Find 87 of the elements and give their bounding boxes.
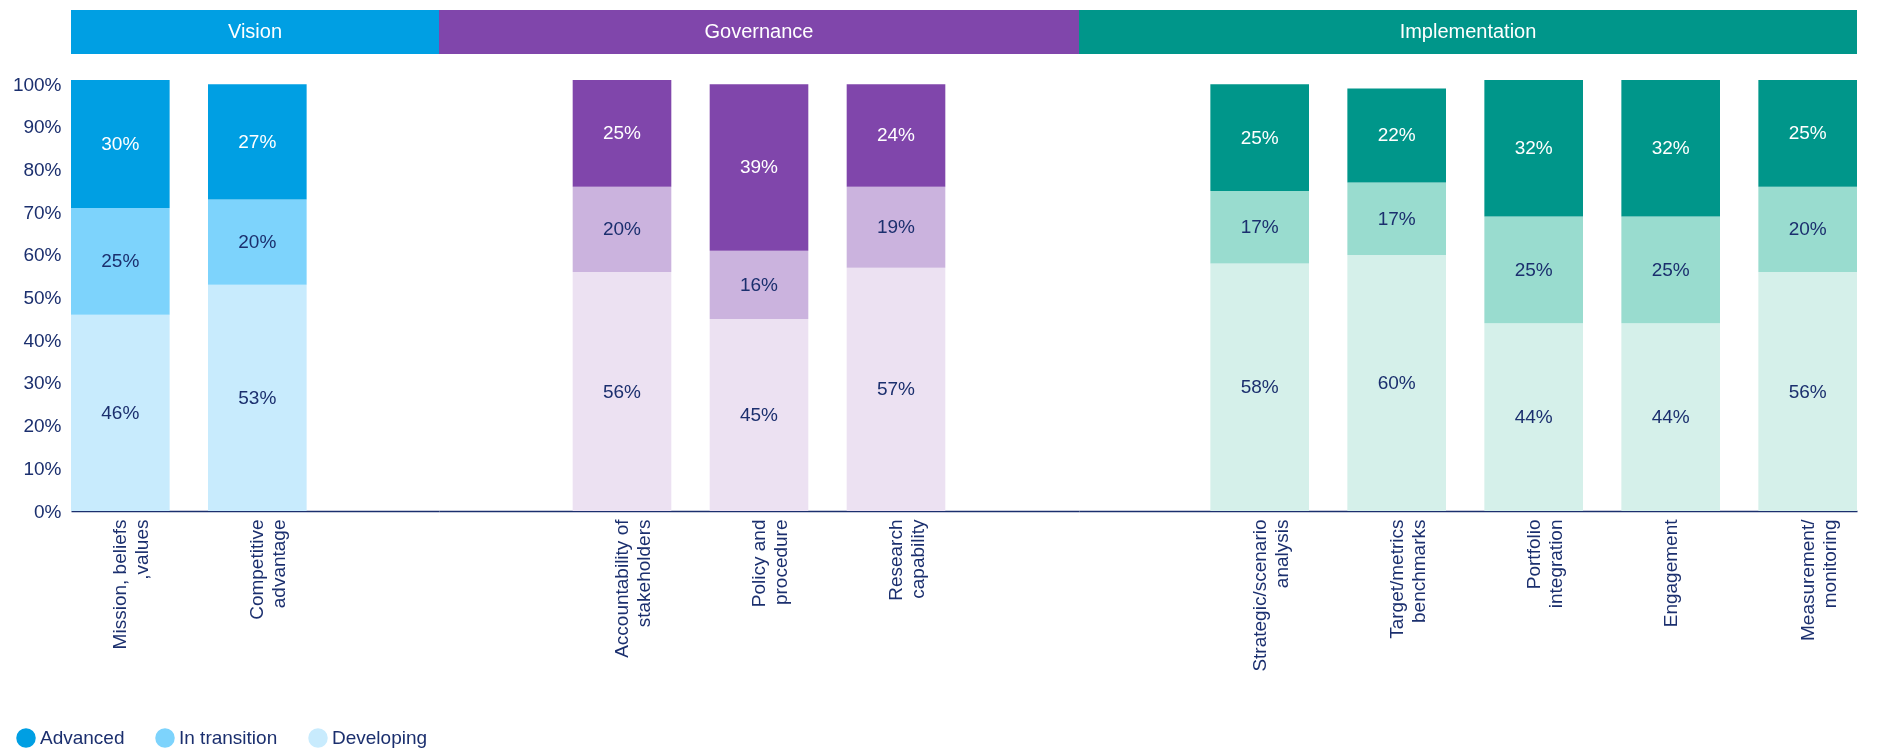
data-label: 27% [238,130,277,152]
data-label: 60% [1377,371,1416,393]
y-tick-label: 70% [23,201,62,223]
bar [1484,80,1583,217]
data-label: 53% [238,386,277,408]
bar [1758,80,1857,187]
bar [572,272,672,511]
bar [1621,323,1720,511]
bar [709,84,809,251]
data-label: 16% [739,273,779,295]
bar [572,80,672,187]
data-label: 22% [1377,124,1416,146]
data-label: 46% [101,401,140,423]
bar [71,314,170,511]
data-label: 25% [1240,126,1279,148]
y-tick-label: 30% [23,372,62,394]
data-label: 20% [238,231,277,253]
legend-label: In transition [179,727,278,748]
data-label: 25% [1788,122,1827,144]
bar [846,186,946,268]
data-label: 57% [876,378,916,400]
data-label: 20% [602,218,642,240]
bar [1758,186,1857,273]
data-label: 19% [876,216,916,238]
bar [1758,272,1857,511]
data-label: 25% [1651,258,1690,280]
y-tick-label: 100% [12,73,62,95]
legend-label: Developing [332,727,428,748]
bar [1347,182,1446,255]
x-tick-label: Accountability of stakeholders [611,518,654,658]
x-tick-label: Policy and procedure [748,519,791,608]
bar [1347,88,1446,183]
bar [1210,84,1309,191]
y-tick-label: 80% [23,159,62,181]
bar [208,284,307,511]
bar [1347,254,1446,511]
bar [1484,323,1583,511]
data-label: 25% [101,250,140,272]
chart-title: Vision [227,20,283,42]
y-tick-label: 60% [23,244,62,266]
bar [71,80,170,209]
data-label: 20% [1788,218,1827,240]
data-label: 45% [739,403,779,425]
data-label: 17% [1377,207,1416,229]
data-label: 32% [1514,137,1553,159]
x-tick-label: Engagement [1659,518,1681,628]
y-tick-label: 90% [23,116,62,138]
legend-label: Advanced [40,727,125,748]
data-label: 58% [1240,376,1279,398]
data-label: 44% [1651,406,1690,428]
y-tick-label: 50% [23,287,62,309]
y-tick-label: 40% [23,329,62,351]
bar [71,208,170,315]
bar [208,84,307,200]
bar [1621,80,1720,217]
data-label: 25% [1514,258,1553,280]
x-tick-label: Portfolio integration [1522,519,1566,609]
bar [1210,263,1309,511]
bar [709,250,809,319]
data-label: 25% [602,122,642,144]
bar [846,84,946,187]
data-label: 24% [876,124,916,146]
data-label: 32% [1651,137,1690,159]
x-tick-label: Target/metrics benchmarks [1385,519,1429,639]
data-label: 56% [1788,380,1827,402]
data-label: 17% [1240,216,1279,238]
y-tick-label: 20% [23,415,62,437]
x-tick-label: Measurement/ monitoring [1796,518,1840,641]
bar [572,186,672,273]
data-label: 56% [602,380,642,402]
bar [1484,216,1583,324]
bar [1210,190,1309,264]
data-label: 39% [739,156,779,178]
bar [208,199,307,285]
y-tick-label: 0% [34,500,62,522]
data-label: 44% [1514,406,1553,428]
x-tick-label: Strategic/scenario analysis [1248,519,1292,672]
x-tick-label: Mission, beliefs ,values [109,519,153,650]
chart-title: Implementation [1399,20,1537,42]
bar [709,318,809,511]
x-tick-label: Research capability [885,519,928,601]
data-label: 30% [101,133,140,155]
chart-title: Governance [704,20,814,42]
x-tick-label: Competitive advantage [246,519,290,620]
bar [846,267,946,511]
y-tick-label: 10% [23,457,62,479]
bar [1621,216,1720,324]
